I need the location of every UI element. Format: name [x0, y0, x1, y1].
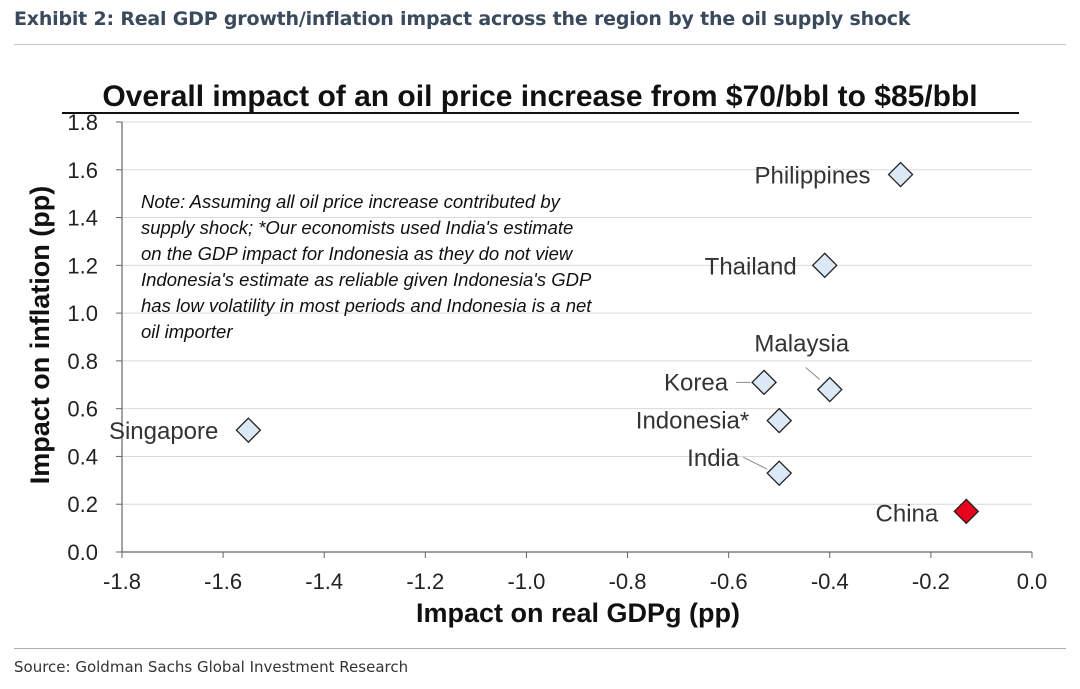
data-points [235, 161, 980, 525]
note-line: Indonesia's estimate as reliable given I… [141, 269, 592, 290]
x-tick-label: -0.8 [609, 569, 647, 594]
note-line: supply shock; *Our economists used India… [141, 217, 573, 238]
leader-line [805, 367, 821, 380]
x-tick-label: 0.0 [1017, 569, 1048, 594]
point-label: Thailand [705, 253, 797, 280]
point-label: Philippines [754, 163, 870, 190]
y-tick-label: 0.4 [67, 444, 98, 469]
chart-note: Note: Assuming all oil price increase co… [141, 191, 592, 342]
leader-lines [736, 367, 821, 470]
x-axis-title: Impact on real GDPg (pp) [416, 598, 740, 628]
x-tick-label: -1.4 [305, 569, 343, 594]
point-label: Singapore [109, 418, 218, 445]
data-point-indonesia [766, 407, 793, 434]
y-tick-label: 0.8 [67, 349, 98, 374]
data-point-thailand [811, 252, 838, 279]
x-tick-label: -0.2 [912, 569, 950, 594]
y-tick-label: 0.0 [67, 540, 98, 565]
note-line: on the GDP impact for Indonesia as they … [141, 243, 574, 264]
gridlines [122, 121, 1032, 505]
y-tick-label: 1.0 [67, 301, 98, 326]
chart-title: Overall impact of an oil price increase … [102, 80, 977, 113]
data-point-philippines [887, 161, 914, 188]
data-point-malaysia [816, 376, 843, 403]
note-line: has low volatility in most periods and I… [141, 295, 592, 316]
point-label: India [687, 445, 740, 472]
x-tick-label: -0.6 [710, 569, 748, 594]
y-tick-label: 0.6 [67, 397, 98, 422]
top-divider [14, 44, 1066, 45]
y-axis-title: Impact on inflation (pp) [25, 186, 55, 484]
note-line: Note: Assuming all oil price increase co… [141, 191, 562, 212]
y-tick-label: 0.2 [67, 492, 98, 517]
y-tick-label: 1.8 [67, 110, 98, 135]
data-point-korea [751, 369, 777, 396]
scatter-chart: Overall impact of an oil price increase … [25, 80, 1047, 628]
y-tick-label: 1.4 [67, 206, 98, 231]
bottom-divider [14, 648, 1066, 649]
y-tick-label: 1.2 [67, 253, 98, 278]
x-tick-label: -1.8 [103, 569, 141, 594]
point-labels: Philippines Thailand Malaysia Korea Indonesi… [109, 163, 939, 528]
data-point-china [953, 498, 980, 525]
x-tick-label: -1.2 [406, 569, 444, 594]
x-tick-label: -0.4 [811, 569, 849, 594]
data-point-singapore [235, 417, 262, 444]
x-tick-label: -1.6 [204, 569, 242, 594]
x-tick-label: -1.0 [507, 569, 545, 594]
point-label: Korea [664, 369, 729, 396]
data-point-india [766, 460, 793, 487]
source-note: Source: Goldman Sachs Global Investment … [14, 658, 409, 676]
leader-line [742, 456, 768, 470]
axes: 0.0 0.2 0.4 0.6 0.8 1.0 1.2 1.4 1.6 1.8 -1.8 -1.6 -1… [67, 110, 1047, 594]
point-label: Malaysia [754, 331, 849, 358]
note-line: oil importer [141, 321, 233, 342]
point-label: China [876, 500, 939, 527]
point-label: Indonesia* [636, 408, 749, 435]
exhibit-title: Exhibit 2: Real GDP growth/inflation imp… [14, 8, 911, 30]
y-tick-label: 1.6 [67, 158, 98, 183]
